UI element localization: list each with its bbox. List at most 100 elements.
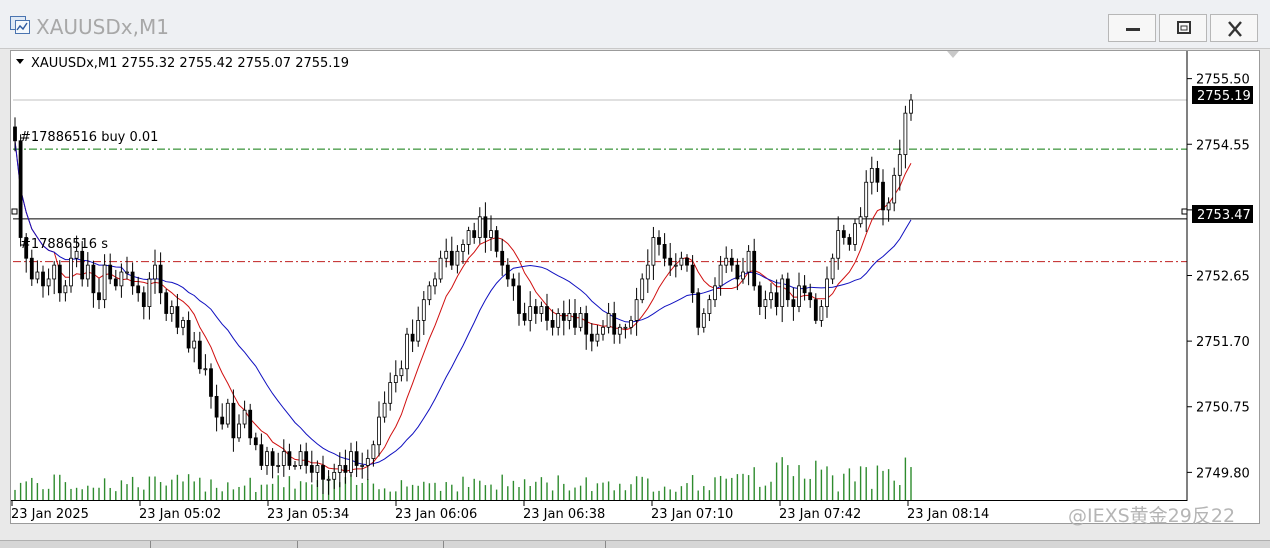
close-button[interactable] (1210, 14, 1258, 42)
candle-body (242, 409, 247, 425)
candle-body (41, 271, 45, 287)
candle-body (13, 126, 17, 142)
candle-body (455, 250, 460, 266)
candle-body (662, 244, 667, 259)
chart-window-icon (10, 16, 30, 34)
candle-body (309, 465, 314, 473)
chart-ohlc-header: XAUUSDx,M1 2755.32 2755.42 2755.07 2755.… (31, 56, 349, 71)
candle-body (539, 306, 544, 314)
candle-body (24, 237, 29, 259)
candle-body (225, 402, 230, 425)
candle-body (545, 306, 549, 321)
candle-body (909, 99, 913, 114)
sell-order-label: #17886516 s (20, 237, 108, 252)
watermark-text: @IEXS黄金29反22 (1068, 505, 1236, 527)
candle-body (304, 451, 309, 466)
price-tick-label: 2751.70 (1196, 335, 1250, 350)
candle-body (326, 478, 331, 481)
candle-body (349, 451, 353, 473)
candle-body (494, 230, 499, 252)
tab-divider (150, 541, 151, 548)
hline-right-handle[interactable] (1181, 208, 1188, 215)
candle-body (343, 465, 348, 473)
candle-body (707, 299, 712, 314)
candle-body (629, 319, 633, 328)
candle-body (259, 444, 264, 466)
candle-body (461, 244, 465, 252)
candle-body (741, 271, 745, 280)
hline-price-label-box (1192, 205, 1253, 223)
candle-body (505, 264, 510, 280)
slow-moving-average (14, 140, 912, 466)
time-axis[interactable]: 23 Jan 2025 23 Jan 05:02 23 Jan 05:34 23 Ja… (11, 501, 989, 522)
candle-body (136, 285, 141, 294)
candle-body (29, 257, 34, 280)
candle-body (584, 313, 589, 335)
candle-body (522, 313, 527, 321)
candle-body (567, 313, 572, 321)
candle-body (52, 264, 57, 280)
candle-body (80, 250, 85, 280)
candle-body (377, 416, 381, 446)
tab-divider (443, 541, 444, 548)
candle-body (113, 278, 118, 287)
candle-body (763, 299, 768, 307)
chart-shift-marker[interactable] (947, 51, 959, 58)
candle-body (517, 285, 521, 314)
candle-body (231, 402, 236, 439)
candle-body (606, 313, 611, 328)
candle-body (69, 257, 73, 287)
candle-body (780, 278, 785, 307)
candle-body (729, 257, 734, 266)
candle-body (354, 451, 359, 466)
candle-body (601, 326, 605, 335)
candle-body (489, 230, 493, 238)
chart-tabs-strip[interactable] (0, 540, 1270, 548)
price-chart[interactable]: 2755.502754.552753.602752.652751.702750.… (11, 51, 1259, 523)
candle-body (102, 264, 107, 301)
candle-body (421, 299, 426, 321)
candle-body (477, 216, 482, 238)
candle-body (147, 278, 152, 307)
candle-body (35, 271, 40, 280)
symbol-menu-arrow-icon[interactable] (16, 59, 24, 64)
candle-body (270, 451, 275, 466)
hline-left-handle[interactable] (11, 208, 18, 215)
candle-body (130, 271, 135, 287)
candle-body (735, 264, 740, 280)
chart-area[interactable]: 2755.502754.552753.602752.652751.702750.… (10, 50, 1260, 524)
candle-body (645, 264, 650, 280)
candle-body (181, 319, 185, 328)
candle-body (438, 257, 443, 280)
candle-body (685, 257, 689, 266)
window-titlebar[interactable]: XAUUSDx,M1 (0, 0, 1270, 49)
candle-body (360, 465, 365, 467)
candle-body (752, 250, 757, 287)
candle-body (483, 216, 488, 238)
price-tick-label: 2749.80 (1196, 466, 1250, 481)
time-tick-label: 23 Jan 06:06 (395, 507, 477, 522)
candle-body (97, 292, 101, 301)
candle-body (573, 313, 577, 328)
candle-body (85, 264, 90, 280)
candle-body (108, 264, 113, 280)
candle-body (315, 465, 320, 473)
candle-body (281, 451, 286, 466)
candle-body (46, 278, 51, 287)
price-axis[interactable]: 2755.502754.552753.602752.652751.702750.… (1187, 73, 1250, 482)
minimize-button[interactable] (1108, 14, 1156, 42)
candle-body (141, 292, 146, 307)
price-tick-label: 2754.55 (1196, 138, 1250, 153)
candle-body (511, 278, 516, 287)
maximize-button[interactable] (1159, 14, 1207, 42)
candle-body (321, 465, 325, 480)
candle-body (197, 340, 202, 370)
candle-body (640, 278, 645, 301)
candle-body (757, 285, 762, 307)
price-tick-label: 2750.75 (1196, 401, 1250, 416)
candle-body (785, 278, 790, 301)
candle-body (203, 368, 208, 371)
candle-body (57, 264, 62, 294)
candle-body (634, 299, 639, 321)
level-lines (13, 99, 1187, 263)
